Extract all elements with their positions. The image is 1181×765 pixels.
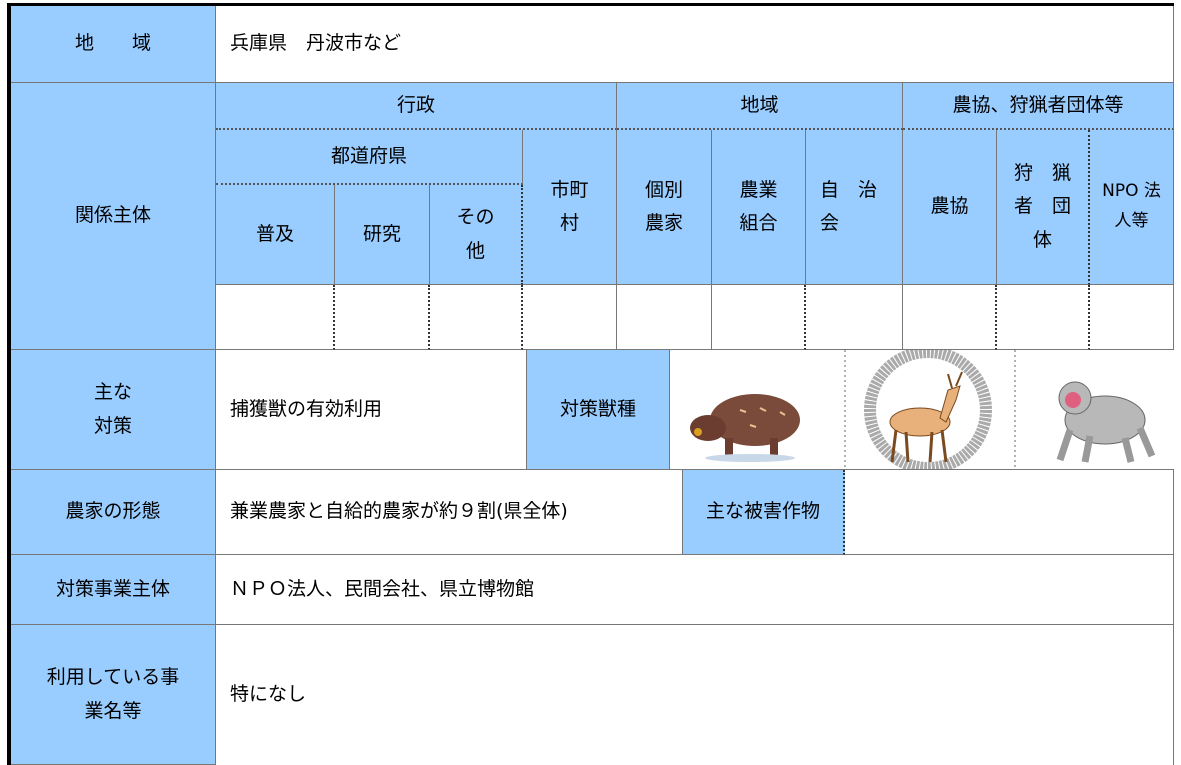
label: 主な 対策 <box>11 350 216 470</box>
empty-cell <box>430 285 523 350</box>
value: ＮＰＯ法人、民間会社、県立博物館 <box>216 555 1174 625</box>
empty-cell <box>617 285 712 350</box>
left-border <box>7 3 11 765</box>
value: 特になし <box>216 625 1174 765</box>
empty-cell <box>845 470 1174 555</box>
sub-header: 自 治 会 <box>806 130 903 285</box>
sub-header: 研究 <box>335 185 430 285</box>
top-border <box>7 3 1174 6</box>
deer <box>864 350 992 470</box>
sub-header: 都道府県 <box>216 130 523 185</box>
sub-header: 市町 村 <box>523 130 617 285</box>
label: 対策事業主体 <box>11 555 216 625</box>
sub-header: 個別 農家 <box>617 130 712 285</box>
label: 農家の形態 <box>11 470 216 555</box>
label: 地 域 <box>11 6 216 83</box>
empty-cell <box>903 285 997 350</box>
group-header: 行政 <box>216 83 617 130</box>
species-images <box>690 350 1156 470</box>
value: 捕獲獣の有効利用 <box>216 350 527 470</box>
empty-cell <box>216 285 335 350</box>
empty-cell <box>523 285 617 350</box>
value: 兼業農家と自給的農家が約９割(県全体) <box>216 470 683 555</box>
label: 利用している事 業名等 <box>11 625 216 765</box>
empty-cell <box>712 285 806 350</box>
empty-cell <box>335 285 430 350</box>
sub-header: 農協 <box>903 130 997 285</box>
sub-header: その 他 <box>430 185 523 285</box>
empty-cell <box>997 285 1090 350</box>
label: 主な被害作物 <box>683 470 845 555</box>
sub-header: 狩 猟 者 団 体 <box>997 130 1090 285</box>
value: 兵庫県 丹波市など <box>216 6 1174 83</box>
label: 対策獣種 <box>527 350 670 470</box>
group-header: 農協、狩猟者団体等 <box>903 83 1174 130</box>
row-line <box>11 469 1174 470</box>
group-header: 地域 <box>617 83 903 130</box>
empty-cell <box>1090 285 1174 350</box>
sub-header: 普及 <box>216 185 335 285</box>
boar <box>690 394 800 462</box>
sub-header: NPO 法 人等 <box>1090 130 1174 285</box>
monkey <box>1056 381 1156 463</box>
sub-header: 農業 組合 <box>712 130 806 285</box>
label: 関係主体 <box>11 83 216 350</box>
empty-cell <box>806 285 903 350</box>
